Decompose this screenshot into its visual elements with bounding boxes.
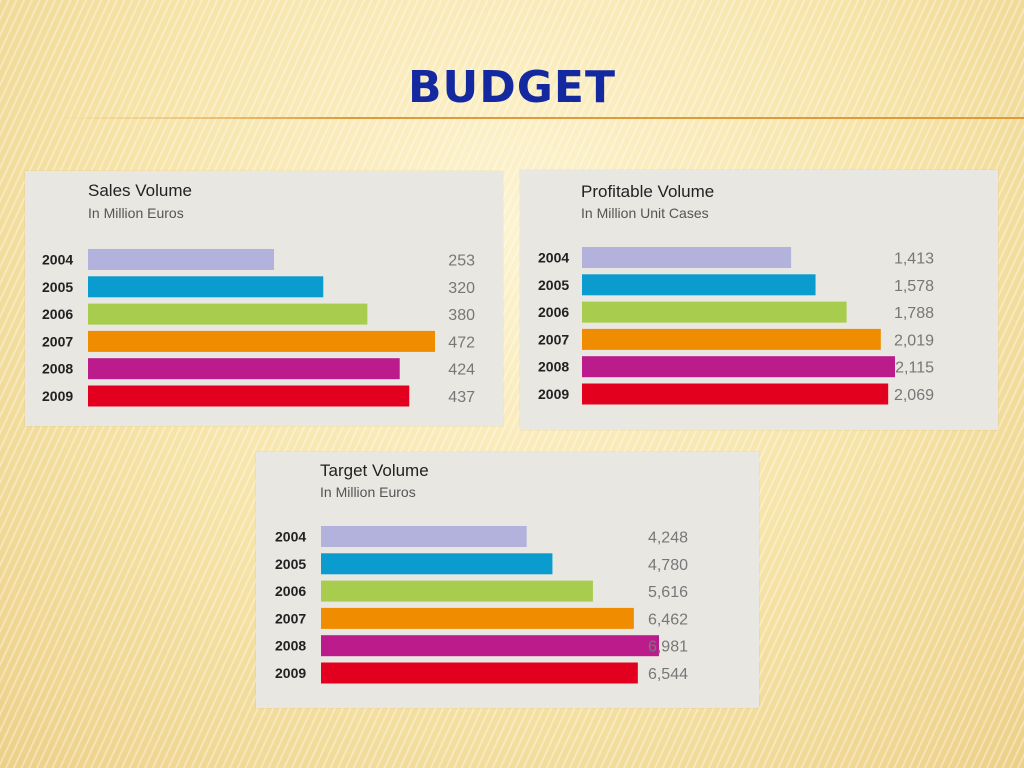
chart-1-bar-2004 [88, 249, 274, 270]
chart-3-value-label: 4,780 [648, 557, 688, 574]
chart-3-year-label: 2006 [275, 583, 306, 599]
profitable-volume-panel: Profitable Volume In Million Unit Cases 20… [520, 170, 998, 430]
chart-3-year-label: 2004 [275, 529, 306, 545]
chart-2-bar-2007 [582, 328, 881, 350]
chart-2-value-label: 1,578 [894, 278, 934, 295]
chart-1-value-label: 320 [448, 280, 475, 297]
chart-1-value-label: 380 [448, 307, 475, 324]
chart-3-bar-2004 [321, 526, 527, 547]
chart-2-value-label: 1,413 [894, 251, 934, 268]
chart-1-bar-2007 [88, 330, 435, 352]
chart-1-year-label: 2005 [42, 279, 73, 295]
chart-1-year-label: 2009 [42, 388, 73, 404]
chart-2-year-label: 2008 [538, 359, 569, 375]
chart-2-subtitle: In Million Unit Cases [581, 205, 709, 221]
chart-2-year-label: 2009 [538, 386, 569, 402]
chart-3-bar-2006 [321, 580, 593, 602]
chart-3-title: Target Volume [320, 461, 429, 480]
target-volume-panel: Target Volume In Million Euros 2004 4,248 20… [256, 452, 759, 708]
profitable-volume-chart: Profitable Volume In Million Unit Cases 20… [538, 182, 934, 405]
chart-1-value-label: 253 [448, 253, 475, 270]
chart-2-bar-2008 [582, 356, 895, 378]
chart-1-year-label: 2004 [42, 252, 73, 268]
chart-3-value-label: 4,248 [648, 530, 688, 547]
chart-1-bar-2009 [88, 385, 410, 407]
chart-3-bar-2009 [321, 662, 638, 684]
chart-2-value-label: 1,788 [894, 305, 934, 322]
chart-2-bar-2005 [582, 274, 816, 296]
chart-1-subtitle: In Million Euros [88, 205, 184, 221]
chart-2-bar-2009 [582, 383, 889, 405]
chart-3-value-label: 6,981 [648, 639, 688, 656]
chart-2-value-label: 2,069 [894, 387, 934, 404]
chart-1-bar-2005 [88, 276, 324, 298]
chart-2-bar-2004 [582, 247, 792, 268]
chart-3-bar-2008 [321, 635, 659, 657]
chart-1-year-label: 2006 [42, 306, 73, 322]
chart-3-year-label: 2007 [275, 610, 306, 626]
chart-1-value-label: 472 [448, 334, 475, 351]
chart-3-year-label: 2005 [275, 556, 306, 572]
chart-1-title: Sales Volume [88, 181, 192, 200]
chart-2-value-label: 2,019 [894, 332, 934, 349]
chart-3-year-label: 2008 [275, 638, 306, 654]
chart-2-bar-2006 [582, 301, 847, 323]
title-divider [60, 117, 1024, 119]
chart-1-value-label: 437 [448, 389, 475, 406]
chart-3-value-label: 5,616 [648, 584, 688, 601]
chart-3-subtitle: In Million Euros [320, 484, 416, 500]
chart-2-year-label: 2005 [538, 277, 569, 293]
chart-3-bar-2007 [321, 607, 634, 629]
chart-1-bar-2006 [88, 303, 368, 325]
chart-1-year-label: 2008 [42, 361, 73, 377]
chart-1-value-label: 424 [448, 362, 475, 379]
chart-3-value-label: 6,544 [648, 666, 688, 683]
chart-2-value-label: 2,115 [895, 360, 934, 377]
chart-2-title: Profitable Volume [581, 182, 714, 201]
sales-volume-chart: Sales Volume In Million Euros 2004 253 2005 3… [42, 181, 475, 407]
target-volume-chart: Target Volume In Million Euros 2004 4,248 20… [275, 461, 688, 684]
chart-2-year-label: 2006 [538, 304, 569, 320]
chart-3-year-label: 2009 [275, 665, 306, 681]
chart-3-value-label: 6,462 [648, 611, 688, 628]
slide-title: BUDGET [408, 62, 616, 113]
chart-1-year-label: 2007 [42, 333, 73, 349]
chart-1-bar-2008 [88, 358, 400, 380]
chart-2-year-label: 2004 [538, 250, 569, 266]
chart-2-year-label: 2007 [538, 331, 569, 347]
chart-3-bar-2005 [321, 553, 553, 575]
sales-volume-panel: Sales Volume In Million Euros 2004 253 2005 3… [25, 171, 503, 426]
